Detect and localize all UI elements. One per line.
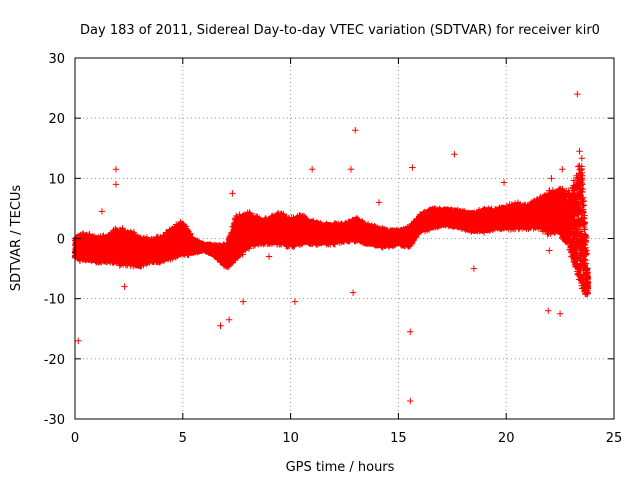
data-points — [71, 90, 592, 405]
